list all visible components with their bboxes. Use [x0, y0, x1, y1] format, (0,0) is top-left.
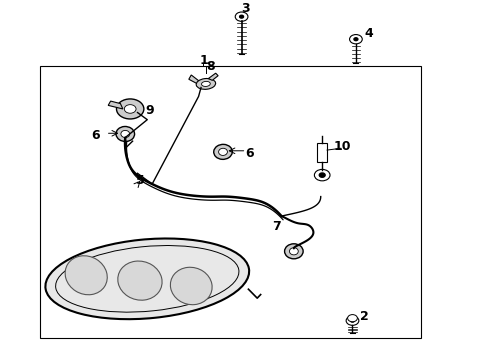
Circle shape [347, 315, 357, 322]
Text: 6: 6 [245, 147, 254, 160]
Ellipse shape [219, 148, 227, 156]
Ellipse shape [196, 78, 216, 89]
Text: 7: 7 [272, 220, 281, 234]
Text: 8: 8 [206, 59, 215, 72]
Circle shape [319, 173, 325, 177]
Circle shape [354, 38, 358, 41]
Ellipse shape [171, 267, 212, 305]
Text: 6: 6 [92, 129, 100, 142]
Ellipse shape [46, 238, 249, 319]
Ellipse shape [214, 144, 232, 159]
Circle shape [240, 15, 244, 18]
Text: 4: 4 [364, 27, 373, 40]
Ellipse shape [65, 256, 107, 295]
Ellipse shape [201, 81, 210, 86]
Circle shape [346, 316, 359, 325]
Text: 1: 1 [199, 54, 208, 67]
Circle shape [350, 319, 354, 322]
Circle shape [124, 105, 136, 113]
Circle shape [349, 35, 362, 44]
Ellipse shape [121, 130, 130, 138]
Text: 9: 9 [146, 104, 154, 117]
Ellipse shape [116, 126, 135, 141]
Polygon shape [108, 101, 123, 109]
Text: 5: 5 [136, 174, 145, 187]
Circle shape [117, 99, 144, 119]
Circle shape [315, 170, 330, 181]
Ellipse shape [118, 261, 162, 300]
Ellipse shape [285, 244, 303, 259]
Bar [40, 66, 421, 338]
Polygon shape [208, 73, 218, 80]
Ellipse shape [290, 248, 298, 255]
Polygon shape [189, 75, 199, 84]
Text: 2: 2 [360, 310, 369, 323]
Circle shape [235, 12, 248, 21]
Text: 10: 10 [334, 140, 351, 153]
Ellipse shape [56, 246, 239, 312]
Text: 3: 3 [241, 2, 249, 15]
Bar [318, 143, 327, 162]
